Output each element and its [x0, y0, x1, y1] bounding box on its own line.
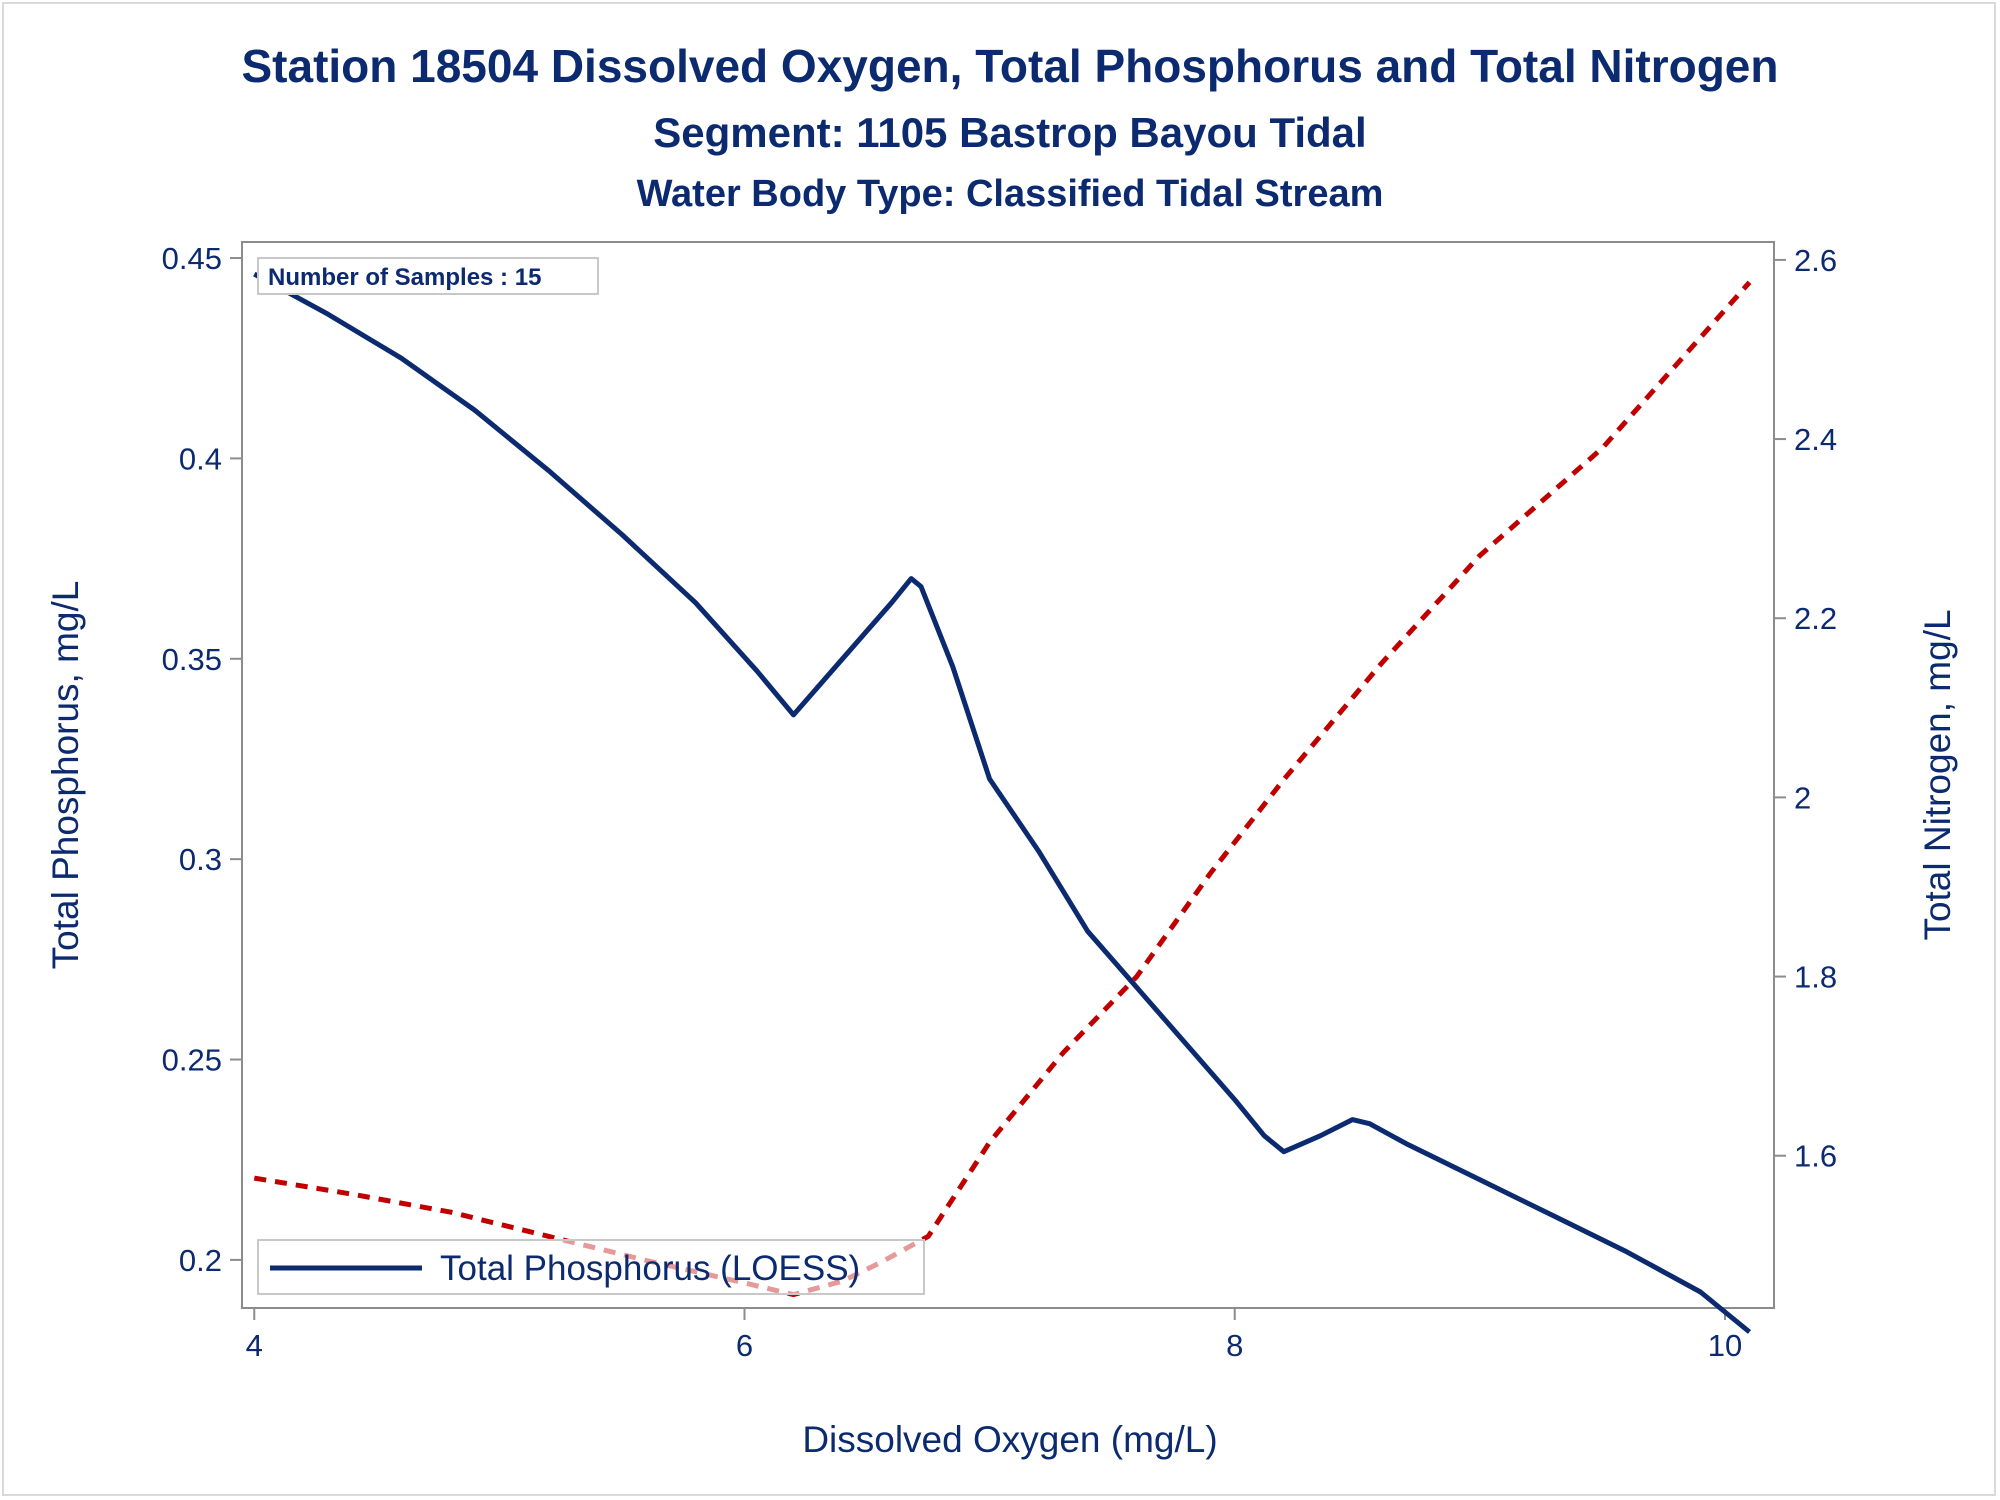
series-line-phosphorus — [253, 271, 1752, 1334]
x-tick-label: 4 — [246, 1328, 263, 1363]
x-axis-label: Dissolved Oxygen (mg/L) — [802, 1419, 1217, 1460]
y2-tick-label: 2.4 — [1794, 422, 1837, 457]
y2-tick-label: 1.6 — [1794, 1139, 1837, 1174]
sample-count-inset: Number of Samples : 15 — [257, 257, 599, 295]
y2-tick-label: 2 — [1794, 780, 1811, 815]
chart-title: Station 18504 Dissolved Oxygen, Total Ph… — [241, 40, 1778, 92]
y2-tick-label: 2.2 — [1794, 601, 1837, 636]
x-tick-label: 10 — [1708, 1328, 1742, 1363]
sample-count-box — [257, 257, 599, 295]
y-axis-right: 1.6 1.8 2 2.2 2.4 2.6 — [1774, 243, 1837, 1174]
y-axis-left: 0.2 0.25 0.3 0.35 0.4 0.45 — [162, 241, 242, 1278]
y-tick-label: 0.35 — [162, 642, 222, 677]
legend-box — [257, 1239, 925, 1295]
y2-tick-label: 2.6 — [1794, 243, 1837, 278]
y-tick-label: 0.3 — [179, 842, 222, 877]
series-line-nitrogen — [253, 280, 1752, 1298]
x-tick-label: 6 — [736, 1328, 753, 1363]
y-axis-label: Total Phosphorus, mg/L — [45, 581, 86, 970]
chart-subtitle-2: Water Body Type: Classified Tidal Stream — [637, 173, 1384, 215]
y2-axis-label: Total Nitrogen, mg/L — [1917, 609, 1958, 940]
legend-label-phosphorus: Total Phosphorus (LOESS) — [440, 1249, 860, 1288]
chart-subtitle: Segment: 1105 Bastrop Bayou Tidal — [653, 109, 1366, 156]
series-layer — [253, 271, 1752, 1334]
sample-count-note: Number of Samples : 15 — [268, 264, 541, 291]
x-tick-label: 8 — [1226, 1328, 1243, 1363]
y-tick-label: 0.25 — [162, 1043, 222, 1078]
y-tick-label: 0.4 — [179, 441, 222, 476]
y2-tick-label: 1.8 — [1794, 960, 1837, 995]
legend: Total Phosphorus (LOESS) — [257, 1239, 925, 1295]
y-tick-label: 0.2 — [179, 1243, 222, 1278]
plot-area — [241, 241, 1775, 1309]
y-tick-label: 0.45 — [162, 241, 222, 276]
x-axis: 4 6 8 10 — [246, 1308, 1742, 1363]
